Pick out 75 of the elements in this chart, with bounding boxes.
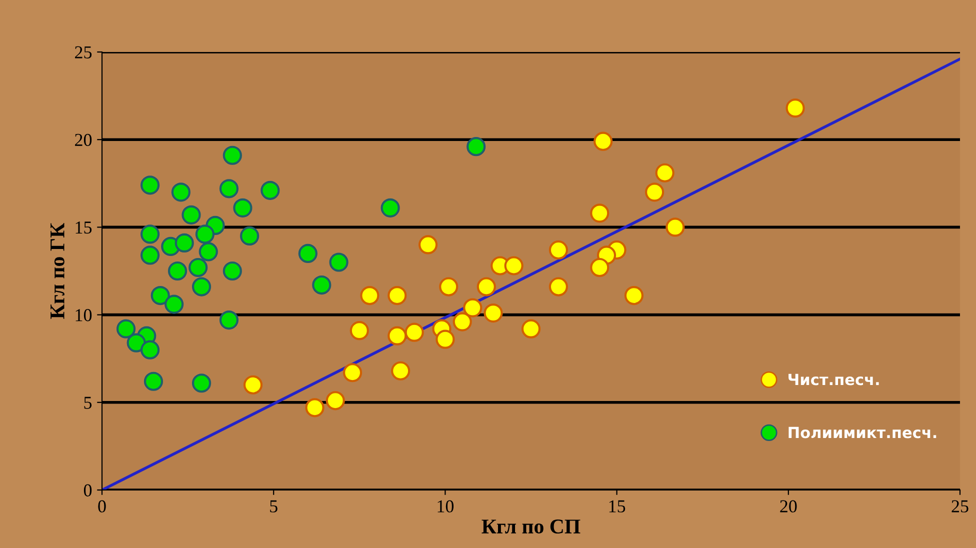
point <box>350 321 369 340</box>
x-tick-label: 25 <box>952 500 968 512</box>
point <box>219 179 239 198</box>
point <box>548 240 568 260</box>
point <box>164 294 184 314</box>
point <box>329 252 348 272</box>
y-tick-label: 0 <box>84 484 92 496</box>
point <box>504 256 524 276</box>
point <box>404 322 424 342</box>
point <box>391 361 410 380</box>
point <box>140 176 160 195</box>
point <box>655 163 674 182</box>
point <box>388 326 407 346</box>
point <box>150 286 170 306</box>
point <box>590 258 610 278</box>
y-tick-label: 5 <box>84 396 92 409</box>
point <box>222 146 242 165</box>
point <box>168 261 188 281</box>
point <box>240 226 260 246</box>
point <box>452 312 472 332</box>
point <box>192 374 212 393</box>
point <box>436 330 455 349</box>
point <box>466 137 486 156</box>
point <box>594 132 613 151</box>
x-tick-label: 15 <box>609 500 626 512</box>
point <box>786 98 805 118</box>
point <box>326 391 345 410</box>
legend-label: Полиимикт.песч. <box>788 426 936 438</box>
point <box>590 204 610 223</box>
point <box>144 372 164 391</box>
x-tick-label: 0 <box>98 500 106 512</box>
point <box>645 182 664 202</box>
point <box>126 333 146 352</box>
point <box>342 363 362 382</box>
x-tick-label: 20 <box>780 500 797 512</box>
y-tick-label: 25 <box>75 46 92 58</box>
point <box>484 304 503 323</box>
point <box>418 235 438 254</box>
point <box>521 319 541 338</box>
point <box>198 242 218 262</box>
y-axis-title: Кгл по ГК <box>50 222 64 319</box>
point <box>140 246 160 265</box>
point <box>305 398 324 418</box>
point <box>233 198 252 218</box>
point <box>243 375 263 394</box>
point <box>666 218 685 237</box>
point <box>312 275 332 295</box>
x-tick-label: 10 <box>438 500 454 512</box>
point <box>298 244 318 264</box>
point <box>260 180 280 200</box>
x-tick-label: 5 <box>270 500 278 512</box>
point <box>222 261 242 281</box>
point <box>548 277 568 296</box>
point <box>439 277 458 296</box>
point <box>219 310 239 330</box>
point <box>360 286 380 306</box>
y-tick-label: 10 <box>76 309 92 322</box>
point <box>182 205 201 224</box>
point <box>116 319 136 338</box>
y-tick-label: 15 <box>76 222 92 234</box>
point <box>476 277 496 296</box>
point <box>195 224 215 244</box>
point <box>140 224 160 244</box>
point <box>624 286 644 306</box>
legend-label: Чист.песч. <box>788 374 879 386</box>
point <box>192 277 212 296</box>
point <box>140 340 160 360</box>
y-tick-label: 20 <box>75 134 92 146</box>
point <box>463 298 482 318</box>
point <box>171 182 190 202</box>
point <box>188 258 208 278</box>
point <box>388 286 407 306</box>
point <box>380 198 400 218</box>
x-axis-title: Кгл по СП <box>482 520 580 534</box>
point <box>174 233 194 253</box>
